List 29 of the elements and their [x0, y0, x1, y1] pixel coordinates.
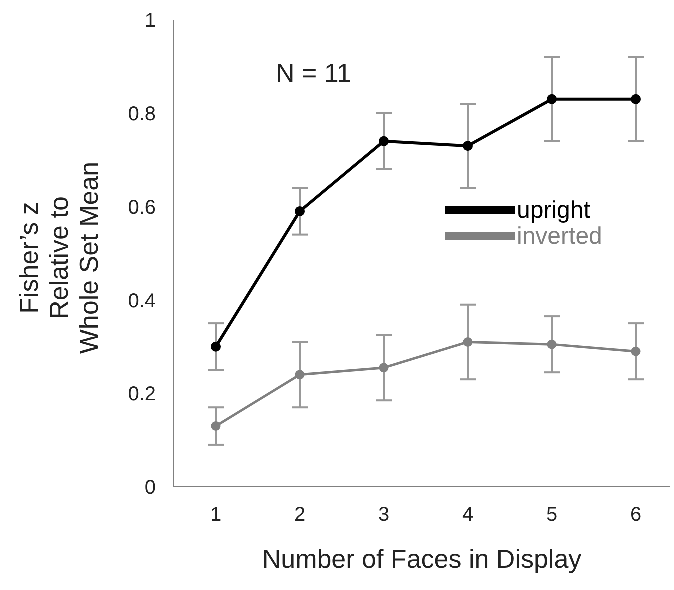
annotation: N = 11	[276, 58, 352, 89]
point	[379, 136, 389, 146]
legend-label: inverted	[517, 223, 602, 251]
point	[463, 141, 473, 152]
point	[211, 422, 221, 432]
x-tick-label: 4	[462, 504, 474, 526]
point	[547, 340, 557, 350]
y-tick-label: 0.2	[128, 384, 156, 406]
x-tick-label: 1	[210, 504, 222, 526]
point	[211, 342, 221, 352]
point	[379, 363, 389, 373]
point	[631, 94, 641, 104]
y-axis-title: Fisher’s z Relative to Whole Set Mean	[14, 162, 104, 354]
y-tick-label: 0.6	[128, 196, 156, 219]
x-axis-title: Number of Faces in Display	[262, 544, 582, 574]
y-tick-label: 1	[144, 10, 156, 32]
x-tick-label: 2	[294, 504, 306, 526]
x-tick-label: 6	[630, 504, 642, 526]
point	[295, 370, 305, 380]
legend-label: upright	[517, 197, 590, 225]
x-tick-label: 3	[378, 504, 390, 526]
y-tick-label: 0.4	[128, 290, 156, 312]
point	[547, 94, 557, 104]
point	[631, 346, 641, 356]
point	[295, 206, 305, 216]
x-tick-label: 5	[546, 504, 558, 526]
point	[463, 337, 473, 347]
y-tick-label: 0	[144, 477, 156, 500]
y-tick-label: 0.8	[128, 104, 156, 126]
